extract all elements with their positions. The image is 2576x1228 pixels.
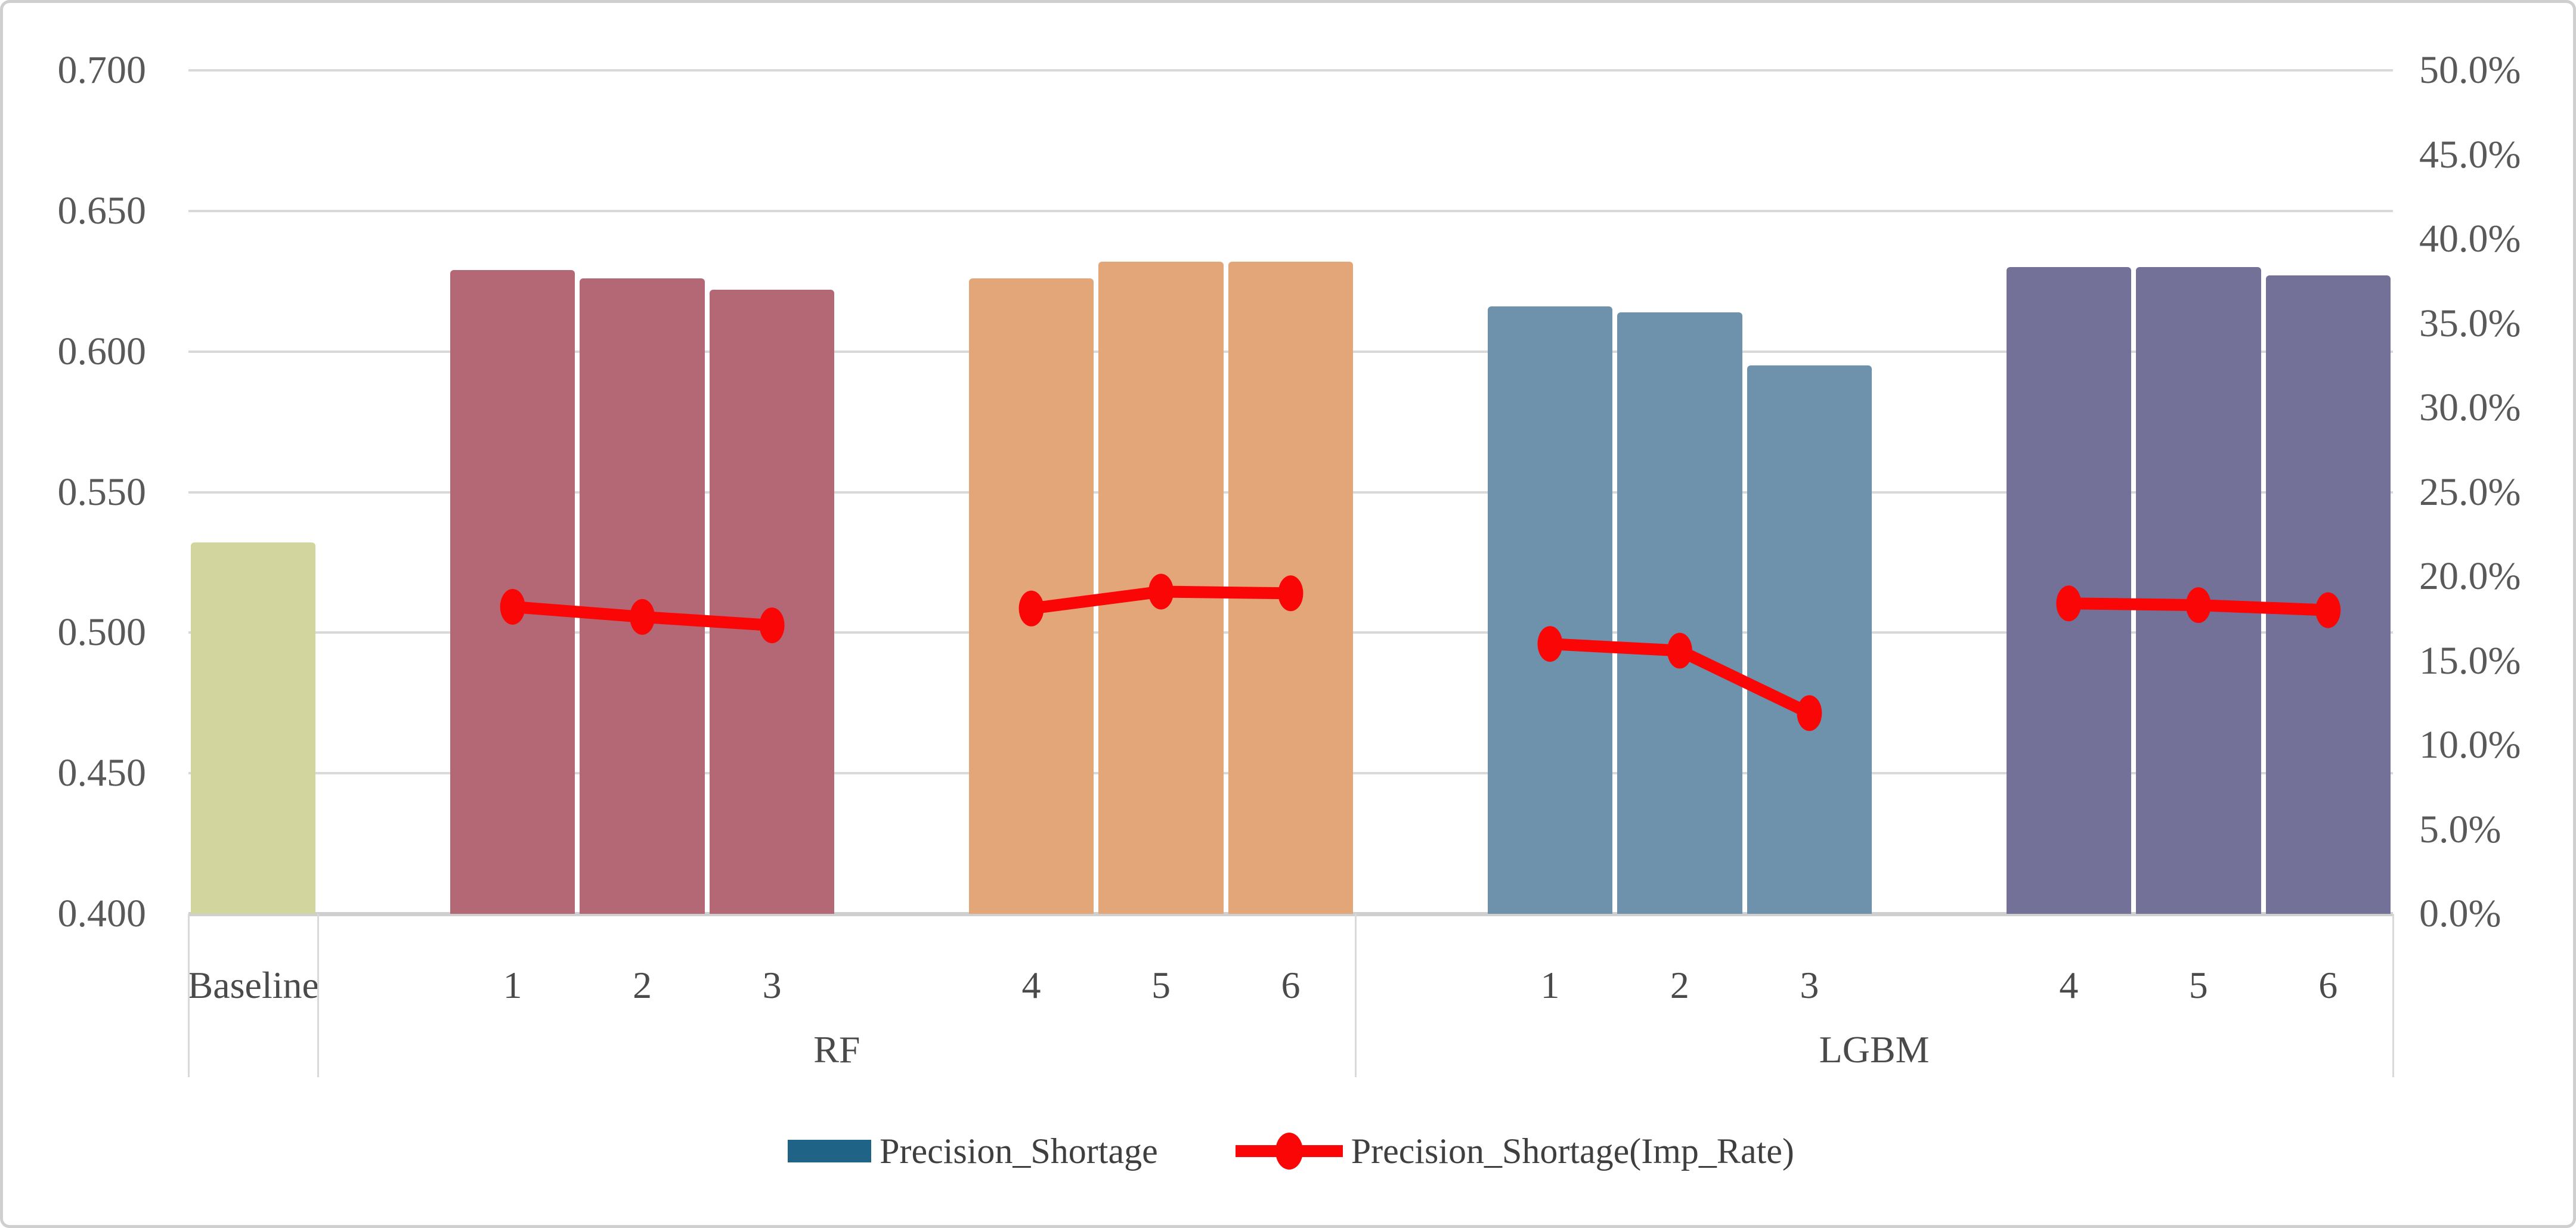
right-axis-tick-label: 40.0%: [2419, 217, 2521, 261]
bar-rf-2: [580, 278, 705, 914]
right-axis-tick-label: 30.0%: [2419, 386, 2521, 429]
category-label: 6: [2318, 964, 2338, 1006]
bar-rf-4: [968, 278, 1094, 914]
axis-divider: [2392, 914, 2394, 1077]
group-label-lgbm: LGBM: [1819, 1028, 1930, 1071]
bar-lgbm-2: [1617, 312, 1742, 914]
legend-label-bar-series: Precision_Shortage: [880, 1131, 1158, 1171]
right-axis-tick-label: 45.0%: [2419, 132, 2521, 176]
right-axis-tick-label: 15.0%: [2419, 638, 2521, 683]
left-axis-tick-label: 0.500: [57, 610, 147, 655]
left-axis-tick-label: 0.650: [57, 188, 147, 232]
category-label: 5: [1151, 964, 1171, 1006]
bar-lgbm-5: [2136, 267, 2261, 914]
right-axis-tick-label: 35.0%: [2419, 301, 2521, 345]
bar-rf-3: [709, 289, 835, 914]
category-label: 1: [1540, 964, 1560, 1006]
bar-series-swatch-icon: [788, 1140, 872, 1162]
gridline: [188, 69, 2393, 72]
category-label: 4: [2059, 964, 2079, 1006]
group-label-rf: RF: [813, 1028, 860, 1071]
left-axis-tick-label: 0.600: [57, 329, 147, 373]
bar-baseline: [191, 542, 316, 914]
left-axis-tick-label: 0.550: [57, 470, 147, 514]
left-axis-tick-label: 0.700: [57, 48, 147, 92]
right-axis-tick-label: 20.0%: [2419, 554, 2521, 598]
category-label: 3: [762, 964, 782, 1006]
category-label: 3: [1800, 964, 1819, 1006]
category-label: 1: [503, 964, 522, 1006]
left-axis-tick-label: 0.400: [57, 892, 147, 935]
category-label: 6: [1281, 964, 1301, 1006]
right-axis-tick-label: 25.0%: [2419, 470, 2521, 514]
category-label: 2: [633, 964, 652, 1006]
axis-divider: [317, 914, 320, 1077]
legend-item-bar-series: Precision_Shortage: [788, 1131, 1158, 1172]
bar-lgbm-6: [2265, 275, 2391, 914]
category-label: 5: [2188, 964, 2208, 1006]
axis-divider: [188, 914, 190, 1077]
right-axis-tick-label: 50.0%: [2419, 48, 2521, 92]
category-label: 4: [1021, 964, 1041, 1006]
right-axis-tick-label: 5.0%: [2419, 807, 2501, 851]
bar-rf-5: [1098, 261, 1224, 914]
legend-item-line-series: Precision_Shortage(Imp_Rate): [1235, 1130, 1794, 1172]
right-axis-tick-label: 10.0%: [2419, 723, 2521, 767]
bar-rf-1: [450, 269, 575, 914]
legend: Precision_Shortage Precision_Shortage(Im…: [3, 1122, 2573, 1180]
left-axis-tick-label: 0.450: [57, 751, 147, 795]
legend-label-line-series: Precision_Shortage(Imp_Rate): [1351, 1131, 1794, 1171]
gridline: [188, 209, 2393, 212]
line-series-marker-icon: [1235, 1133, 1343, 1170]
category-label: Baseline: [187, 964, 319, 1006]
bar-rf-6: [1228, 261, 1354, 914]
gridline: [188, 912, 2393, 916]
right-axis-tick-label: 0.0%: [2419, 892, 2501, 935]
bar-lgbm-1: [1487, 306, 1613, 914]
category-label: 2: [1670, 964, 1689, 1006]
bar-lgbm-4: [2006, 267, 2132, 914]
axis-divider: [1355, 914, 1357, 1077]
bar-lgbm-3: [1747, 365, 1872, 914]
